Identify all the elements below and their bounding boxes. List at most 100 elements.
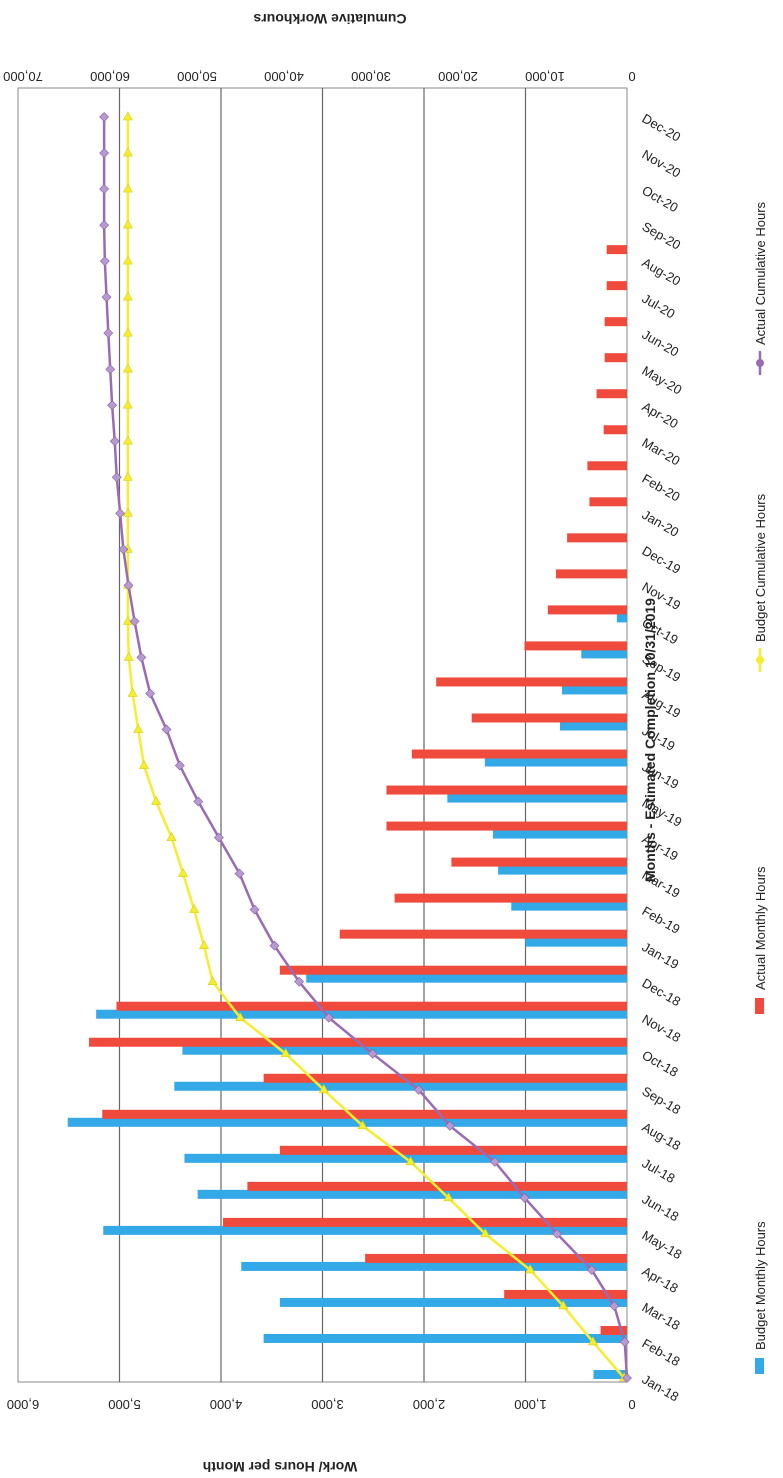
category-tick-label: Feb-20 <box>640 471 683 505</box>
y2-tick-label: 10,000 <box>525 69 565 84</box>
actual-monthly-bar <box>394 893 627 903</box>
actual-cumulative-point <box>101 292 112 303</box>
budget-cumulative-point <box>189 904 200 913</box>
budget-cumulative-point <box>480 1228 491 1238</box>
actual-cumulative-point <box>99 112 110 122</box>
actual-monthly-bar <box>606 281 627 291</box>
budget-cumulative-point <box>178 867 189 877</box>
budget-cumulative-point <box>133 723 144 733</box>
budget-cumulative-point <box>122 183 133 193</box>
budget-cumulative-point <box>198 940 210 949</box>
actual-cumulative-point <box>213 832 224 843</box>
budget-cumulative-point <box>587 1336 598 1346</box>
category-tick-label: Jan-20 <box>640 507 682 540</box>
actual-monthly-bar <box>567 533 627 543</box>
budget-cumulative-point <box>123 651 134 661</box>
y-tick-label: 0 <box>628 1397 635 1412</box>
y2-tick-label: 0 <box>628 69 635 84</box>
actual-monthly-bar <box>451 857 627 867</box>
budget-cumulative-point <box>405 1156 416 1166</box>
budget-monthly-bar <box>493 829 627 839</box>
actual-cumulative-point <box>619 1337 630 1347</box>
budget-cumulative-point <box>122 399 133 409</box>
category-tick-label: Nov-18 <box>640 1011 684 1045</box>
budget-cumulative-point <box>122 255 133 265</box>
category-tick-label: Mar-20 <box>640 435 683 469</box>
category-tick-label: Sep-18 <box>640 1083 684 1117</box>
actual-monthly-bar <box>524 641 627 651</box>
actual-cumulative-point <box>161 724 172 735</box>
legend-swatch <box>755 1358 764 1374</box>
actual-monthly-bar <box>436 677 627 687</box>
category-tick-label: Jun-20 <box>640 327 682 360</box>
legend-label: Actual Monthly Hours <box>753 866 768 990</box>
category-tick-label: Apr-18 <box>640 1264 681 1297</box>
category-tick-label: Jul-20 <box>640 291 678 322</box>
legend: Budget Monthly Hours Actual Monthly Hours… <box>753 201 768 1374</box>
actual-monthly-bar <box>555 569 627 579</box>
legend-budget-monthly: Budget Monthly Hours <box>753 1221 768 1374</box>
category-tick-label: Feb-19 <box>640 903 683 937</box>
budget-cumulative-point <box>443 1192 454 1202</box>
budget-cumulative-point <box>558 1300 569 1310</box>
gridlines <box>118 88 527 1382</box>
actual-monthly-bar <box>386 821 627 831</box>
y-axis-title: Work/ Hours per Month <box>203 1459 358 1475</box>
actual-cumulative-point <box>136 652 147 663</box>
actual-cumulative-point <box>489 1156 500 1167</box>
budget-cumulative-point <box>122 327 133 337</box>
actual-cumulative-point <box>99 256 110 267</box>
budget-cumulative-point <box>122 471 133 481</box>
category-tick-label: Apr-20 <box>640 399 681 432</box>
actual-cumulative-point <box>105 364 116 375</box>
actual-cumulative-point <box>367 1048 378 1059</box>
legend-swatch <box>755 998 764 1014</box>
budget-cumulative-point <box>280 1048 291 1058</box>
category-tick-label: May-18 <box>640 1227 685 1262</box>
actual-monthly-bar <box>411 749 627 759</box>
y2-tick-label: 70,000 <box>3 69 43 84</box>
category-tick-label: Jul-18 <box>640 1155 678 1186</box>
actual-monthly-bar <box>547 605 627 615</box>
actual-cumulative-point <box>609 1301 620 1311</box>
actual-cumulative-point <box>323 1012 334 1023</box>
actual-cumulative-point <box>249 904 260 915</box>
budget-cumulative-line <box>126 117 626 1379</box>
budget-cumulative-point <box>207 976 218 985</box>
actual-monthly-bar <box>604 353 627 363</box>
budget-monthly-bar <box>197 1189 627 1199</box>
y2-tick-label: 20,000 <box>438 69 478 84</box>
actual-cumulative-point <box>519 1192 530 1203</box>
legend-actual-cumulative: Actual Cumulative Hours <box>753 201 768 375</box>
budget-monthly-bar <box>279 1297 627 1307</box>
budget-cumulative-point <box>122 291 133 301</box>
actual-monthly-bar <box>339 929 627 939</box>
budget-cumulative-point <box>122 147 133 157</box>
category-tick-label: Aug-20 <box>640 255 684 289</box>
y-tick-label: 5,000 <box>108 1397 141 1412</box>
actual-cumulative-point <box>193 796 204 807</box>
budget-monthly-bar <box>447 793 627 803</box>
legend-actual-monthly: Actual Monthly Hours <box>753 866 768 1014</box>
budget-cumulative-point <box>151 795 162 805</box>
budget-monthly-bar <box>560 721 627 731</box>
actual-cumulative-point <box>123 580 134 591</box>
bars <box>67 245 628 1379</box>
category-tick-label: Oct-18 <box>640 1047 681 1079</box>
category-tick-label: Dec-19 <box>640 543 684 577</box>
y-tick-label: 2,000 <box>413 1397 446 1412</box>
budget-monthly-bar <box>306 973 627 983</box>
budget-cumulative-point <box>357 1120 368 1130</box>
y-tick-label: 3,000 <box>311 1397 344 1412</box>
y2-tick-label: 40,000 <box>264 69 304 84</box>
y2-axis-title: Cumulative Workhours <box>253 11 406 27</box>
budget-monthly-bar <box>182 1045 627 1055</box>
budget-monthly-bar <box>498 865 627 875</box>
actual-cumulative-point <box>413 1084 424 1095</box>
actual-cumulative-point <box>99 148 110 158</box>
actual-monthly-bar <box>596 389 627 399</box>
actual-monthly-bar <box>365 1253 627 1263</box>
budget-cumulative-point <box>127 687 138 697</box>
actual-cumulative-point <box>174 760 185 771</box>
